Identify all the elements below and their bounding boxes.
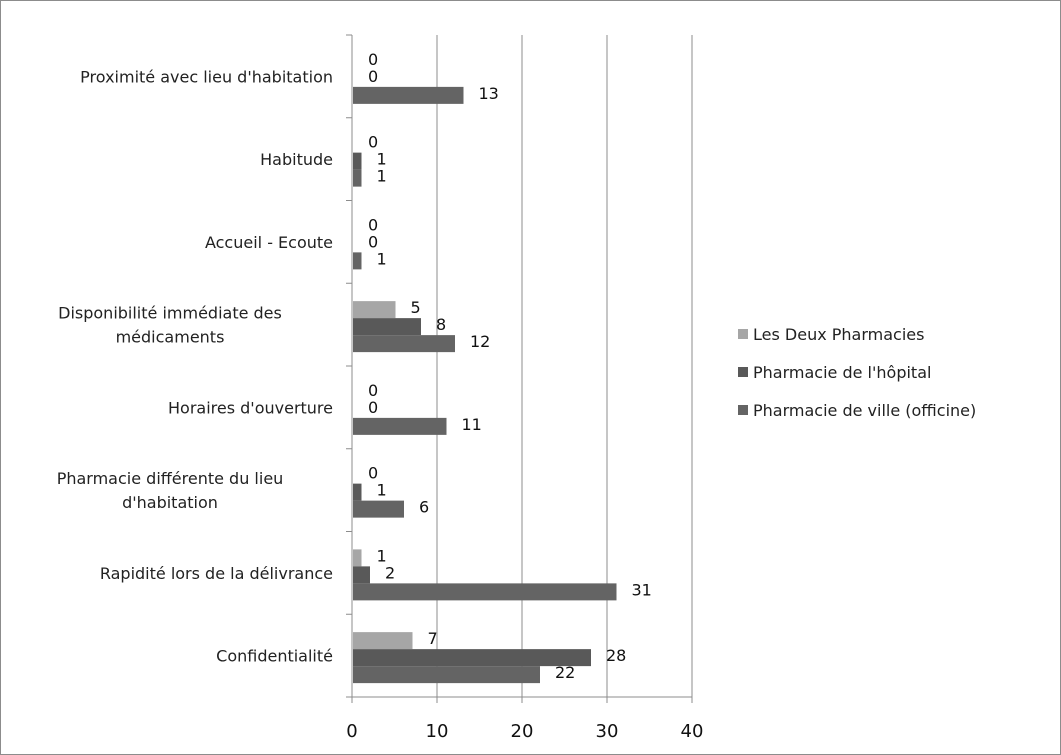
bar — [353, 417, 447, 435]
category-label-line: Habitude — [260, 150, 333, 169]
data-label: 0 — [368, 398, 378, 417]
legend-swatch — [738, 367, 748, 377]
category-label-line: Accueil - Ecoute — [205, 233, 333, 252]
x-tick-label: 0 — [346, 721, 357, 742]
data-label: 1 — [377, 481, 387, 500]
x-tick-label: 20 — [511, 721, 534, 742]
bar — [353, 500, 404, 518]
data-label: 11 — [462, 415, 482, 434]
data-label: 28 — [606, 646, 626, 665]
category-label-line: Horaires d'ouverture — [168, 398, 333, 417]
bar — [353, 252, 362, 270]
data-label: 8 — [436, 315, 446, 334]
data-label: 12 — [470, 332, 490, 351]
bar — [353, 335, 455, 353]
data-label: 1 — [377, 546, 387, 565]
data-label: 0 — [368, 232, 378, 251]
data-label: 1 — [377, 249, 387, 268]
bar — [353, 566, 370, 584]
bar — [353, 483, 362, 501]
legend-label: Pharmacie de ville (officine) — [753, 401, 976, 420]
legend-swatch — [738, 405, 748, 415]
data-label: 0 — [368, 133, 378, 152]
data-label: 31 — [632, 580, 652, 599]
data-label: 22 — [555, 663, 575, 682]
category-label-line: Confidentialité — [216, 647, 333, 666]
bar — [353, 649, 591, 667]
data-label: 1 — [377, 167, 387, 186]
legend-label: Les Deux Pharmacies — [753, 325, 924, 344]
category-label: Rapidité lors de la délivrance — [100, 564, 333, 583]
data-label: 1 — [377, 150, 387, 169]
data-label: 2 — [385, 563, 395, 582]
category-label: Pharmacie différente du lieu d'habitation — [57, 469, 284, 512]
x-tick-label: 40 — [681, 721, 704, 742]
category-label-line: Pharmacie différente du lieu — [57, 469, 284, 488]
data-label: 13 — [479, 84, 499, 103]
bar — [353, 632, 413, 650]
category-label: Disponibilité immédiate des médicaments — [58, 304, 282, 347]
x-tick-label: 10 — [426, 721, 449, 742]
data-label: 5 — [411, 298, 421, 317]
category-label: Habitude — [260, 150, 333, 169]
category-label-line: Rapidité lors de la délivrance — [100, 564, 333, 583]
bar — [353, 86, 464, 104]
data-label: 0 — [368, 381, 378, 400]
category-label: Proximité avec lieu d'habitation — [80, 67, 333, 86]
data-label: 6 — [419, 498, 429, 517]
bar — [353, 666, 540, 684]
data-label: 0 — [368, 50, 378, 69]
category-label-line: Proximité avec lieu d'habitation — [80, 67, 333, 86]
legend-swatch — [738, 329, 748, 339]
bar — [353, 583, 617, 601]
bar — [353, 152, 362, 170]
data-label: 0 — [368, 464, 378, 483]
x-tick-label: 30 — [596, 721, 619, 742]
bar — [353, 301, 396, 319]
data-label: 7 — [428, 629, 438, 648]
bar — [353, 318, 421, 336]
bar — [353, 549, 362, 567]
category-label: Accueil - Ecoute — [205, 233, 333, 252]
data-label: 0 — [368, 215, 378, 234]
category-label-line: Disponibilité immédiate des — [58, 304, 282, 323]
category-label: Confidentialité — [216, 647, 333, 666]
legend-label: Pharmacie de l'hôpital — [753, 363, 931, 382]
category-label: Horaires d'ouverture — [168, 398, 333, 417]
category-label-line: d'habitation — [122, 493, 218, 512]
bar — [353, 169, 362, 187]
category-label-line: médicaments — [116, 328, 225, 347]
data-label: 0 — [368, 67, 378, 86]
